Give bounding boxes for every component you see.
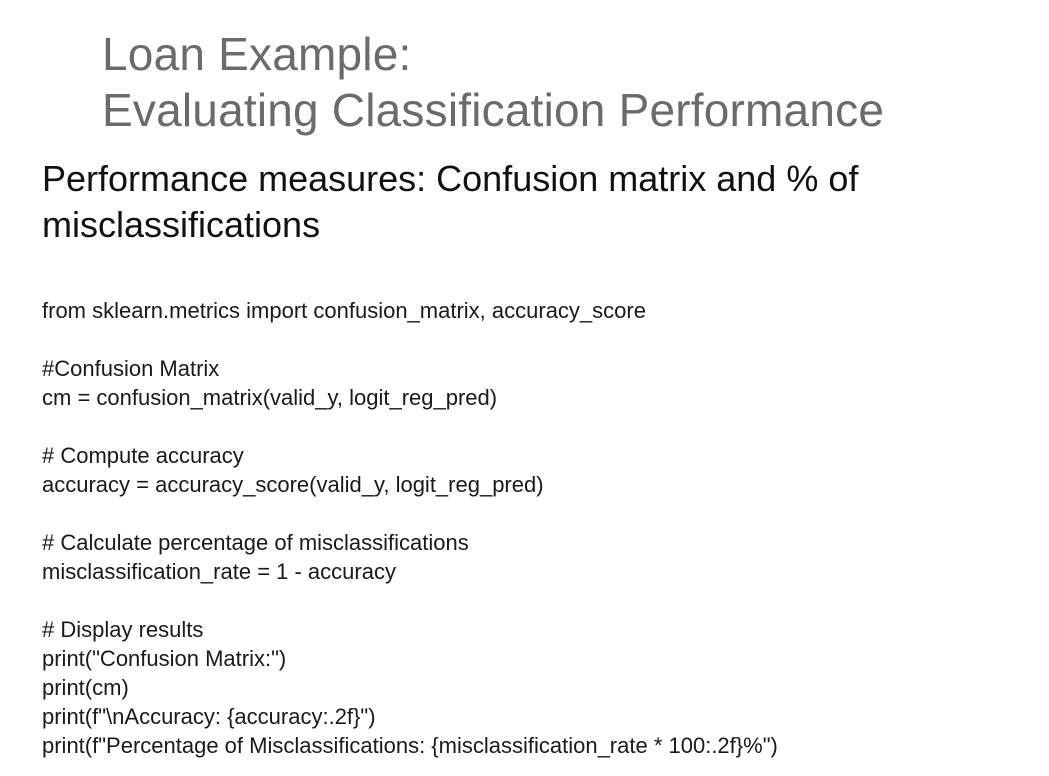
code-block: from sklearn.metrics import confusion_ma… bbox=[42, 296, 1022, 760]
code-line: # Calculate percentage of misclassificat… bbox=[42, 530, 469, 555]
code-line: accuracy = accuracy_score(valid_y, logit… bbox=[42, 472, 544, 497]
code-line: # Compute accuracy bbox=[42, 443, 244, 468]
slide-title-line-2: Evaluating Classification Performance bbox=[102, 84, 885, 136]
code-line: print(f"\nAccuracy: {accuracy:.2f}") bbox=[42, 704, 376, 729]
code-line: print("Confusion Matrix:") bbox=[42, 646, 287, 671]
code-line: misclassification_rate = 1 - accuracy bbox=[42, 559, 396, 584]
code-line: #Confusion Matrix bbox=[42, 356, 220, 381]
code-line: from sklearn.metrics import confusion_ma… bbox=[42, 298, 646, 323]
code-line: # Display results bbox=[42, 617, 204, 642]
code-line: print(f"Percentage of Misclassifications… bbox=[42, 733, 778, 758]
slide-subtitle-line-1: Performance measures: Confusion matrix a… bbox=[42, 158, 859, 199]
code-line bbox=[42, 412, 1022, 441]
code-line: cm = confusion_matrix(valid_y, logit_reg… bbox=[42, 385, 498, 410]
slide-title-line-1: Loan Example: bbox=[102, 28, 412, 80]
code-line bbox=[42, 499, 1022, 528]
slide-subtitle-line-2: misclassifications bbox=[42, 204, 321, 245]
code-line: print(cm) bbox=[42, 675, 129, 700]
slide-subtitle: Performance measures: Confusion matrix a… bbox=[42, 156, 1022, 248]
code-line bbox=[42, 586, 1022, 615]
code-line bbox=[42, 325, 1022, 354]
slide-title: Loan Example: Evaluating Classification … bbox=[102, 26, 1032, 138]
